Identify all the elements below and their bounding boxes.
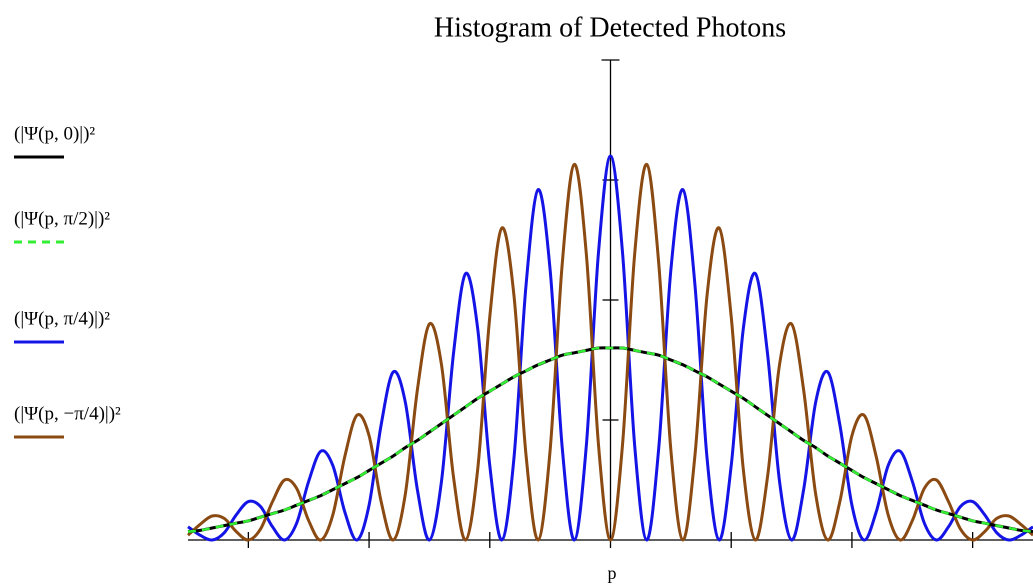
chart-title: Histogram of Detected Photons [434,12,786,43]
legend-label: (|Ψ(p, π/2)|)² [14,208,110,229]
series-line [187,154,1033,542]
legend-label: (|Ψ(p, 0)|)² [14,123,95,144]
legend-label: (|Ψ(p, π/4)|)² [14,308,110,329]
series-line [187,346,1033,533]
x-axis-label: p [608,563,617,583]
legend-label: (|Ψ(p, −π/4)|)² [14,403,121,424]
series-line [186,162,1033,542]
